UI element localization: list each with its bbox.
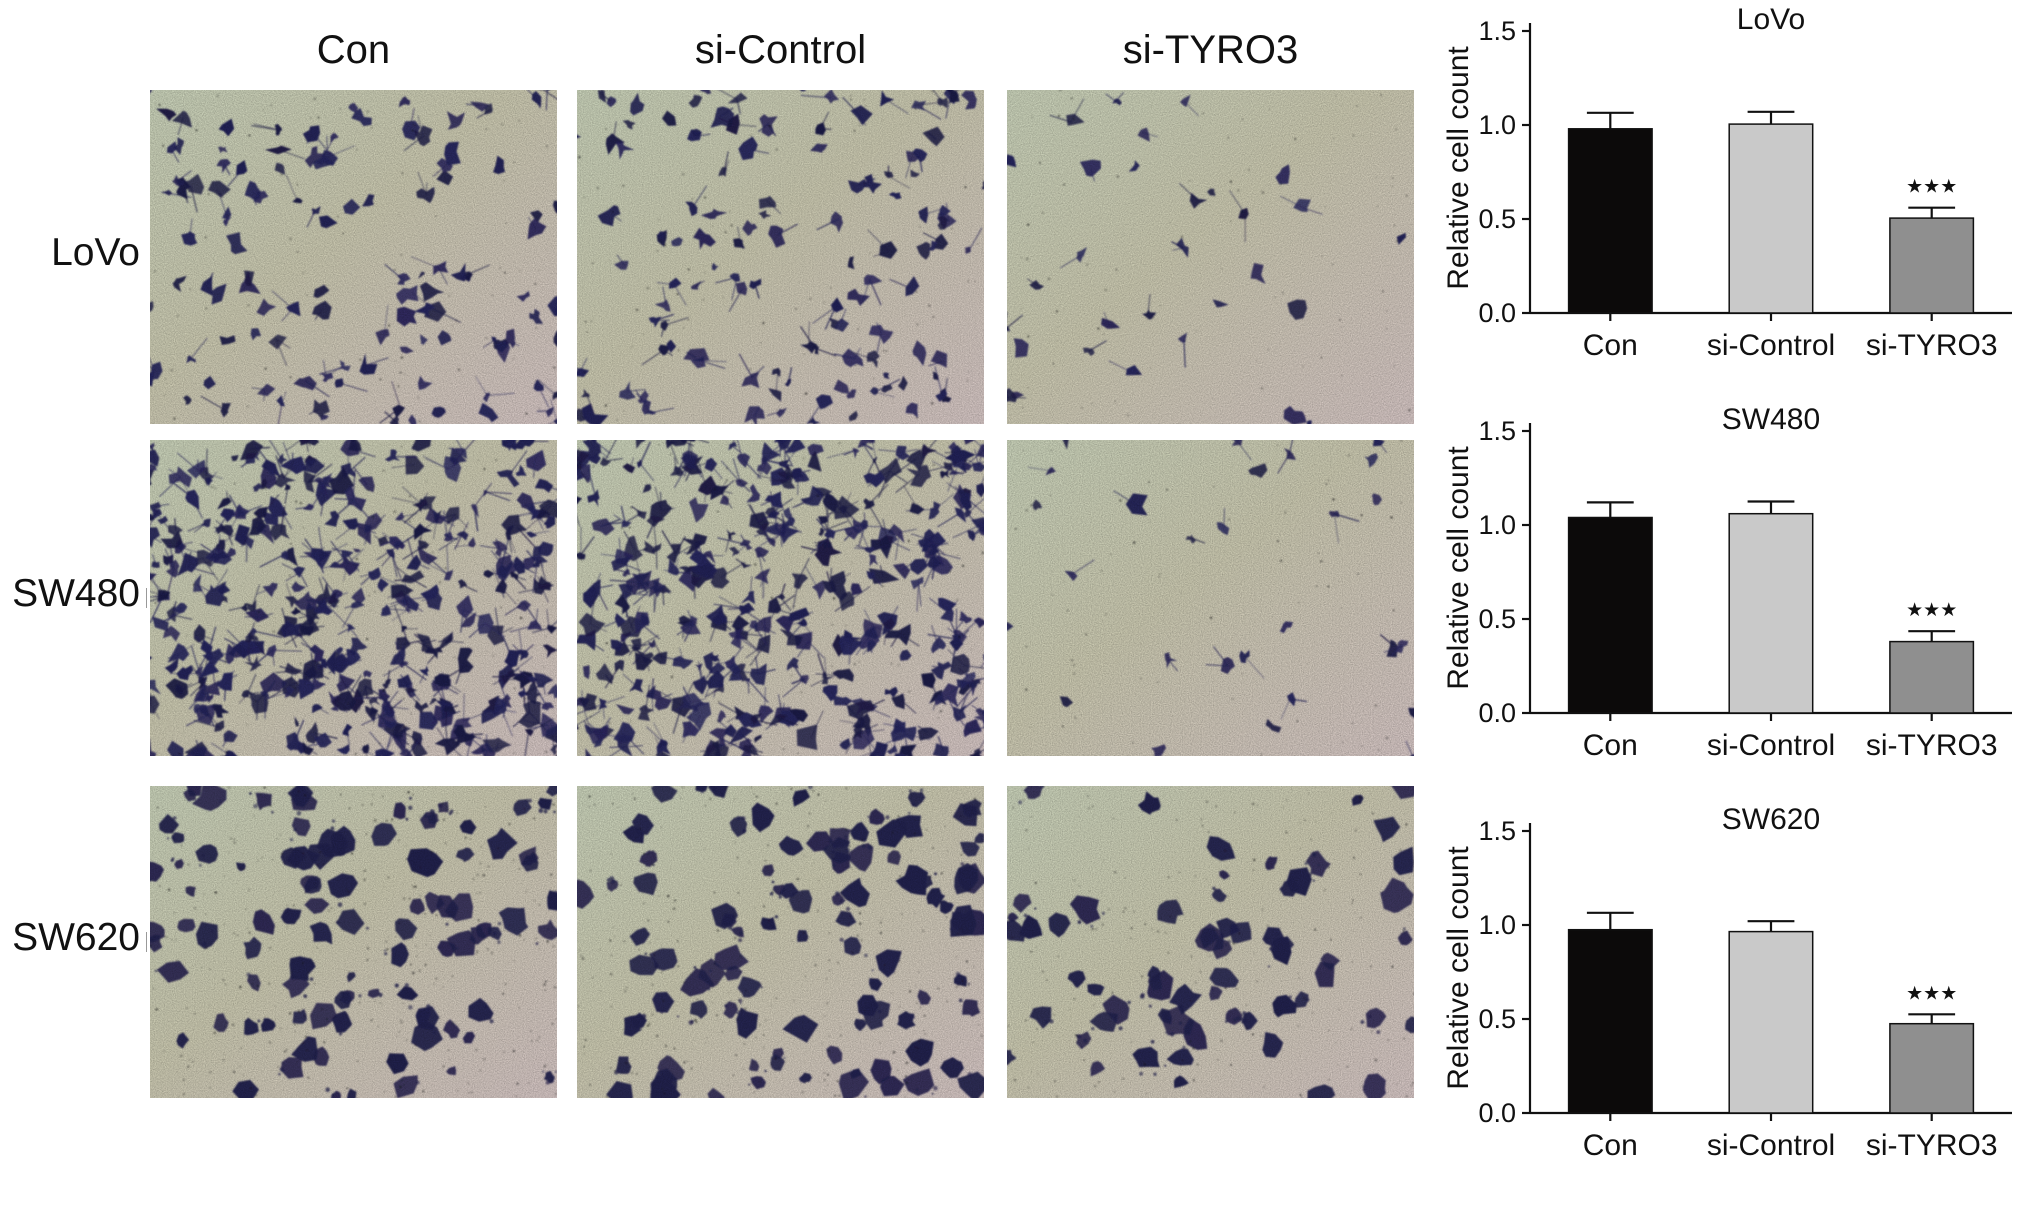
svg-text:1.0: 1.0 (1478, 110, 1516, 140)
svg-text:SW480: SW480 (1722, 403, 1820, 436)
svg-text:0.5: 0.5 (1478, 604, 1516, 634)
svg-text:★★★: ★★★ (1906, 600, 1957, 621)
svg-text:1.5: 1.5 (1478, 16, 1516, 46)
svg-text:Con: Con (1583, 729, 1638, 762)
svg-text:★★★: ★★★ (1906, 983, 1957, 1004)
svg-text:LoVo: LoVo (1737, 3, 1805, 36)
svg-text:Relative cell count: Relative cell count (1442, 446, 1475, 690)
svg-text:si-TYRO3: si-TYRO3 (1866, 729, 1998, 762)
svg-text:si-TYRO3: si-TYRO3 (1866, 1129, 1998, 1162)
svg-text:0.0: 0.0 (1478, 298, 1516, 328)
svg-text:★★★: ★★★ (1906, 177, 1957, 198)
svg-text:1.0: 1.0 (1478, 510, 1516, 540)
svg-text:si-Control: si-Control (1707, 729, 1835, 762)
svg-text:0.0: 0.0 (1478, 698, 1516, 728)
svg-text:1.5: 1.5 (1478, 816, 1516, 846)
svg-text:Con: Con (1583, 1129, 1638, 1162)
svg-text:Relative cell count: Relative cell count (1442, 846, 1475, 1090)
svg-text:si-TYRO3: si-TYRO3 (1866, 329, 1998, 362)
svg-text:si-Control: si-Control (1707, 329, 1835, 362)
svg-text:1.5: 1.5 (1478, 416, 1516, 446)
svg-text:si-Control: si-Control (1707, 1129, 1835, 1162)
svg-text:Con: Con (1583, 329, 1638, 362)
svg-text:0.5: 0.5 (1478, 204, 1516, 234)
svg-text:Relative cell count: Relative cell count (1442, 46, 1475, 290)
svg-text:0.5: 0.5 (1478, 1004, 1516, 1034)
svg-text:0.0: 0.0 (1478, 1098, 1516, 1128)
svg-text:SW620: SW620 (1722, 803, 1820, 836)
svg-text:1.0: 1.0 (1478, 910, 1516, 940)
